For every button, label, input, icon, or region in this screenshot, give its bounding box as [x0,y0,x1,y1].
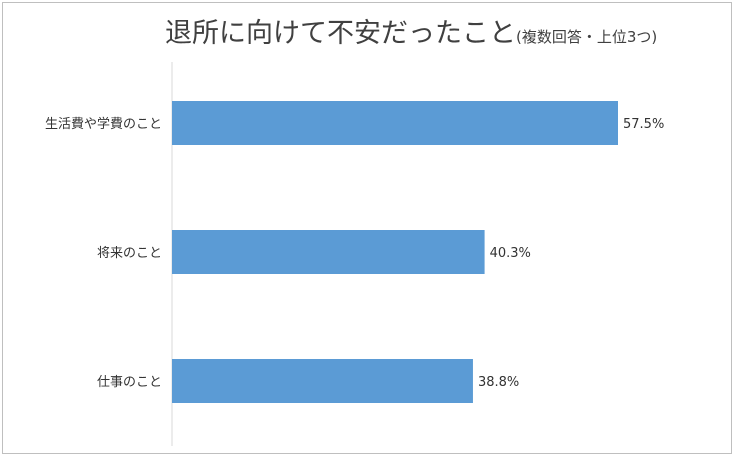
value-label-1: 57.5% [623,117,664,132]
bar-1 [172,101,618,145]
bar-3 [172,359,473,403]
value-label-3: 38.8% [478,375,519,390]
bars-group: 生活費や学費のこと 57.5% 将来のこと 40.3% 仕事のこと 38.8% [45,101,664,403]
category-label-3: 仕事のこと [97,375,162,390]
chart-title: 退所に向けて不安だったこと(複数回答・上位3つ) [165,20,657,47]
bar-2 [172,230,485,274]
chart-subtitle: (複数回答・上位3つ) [516,28,658,46]
chart-title-main: 退所に向けて不安だったこと [165,18,516,49]
value-label-2: 40.3% [490,246,531,261]
category-label-1: 生活費や学費のこと [45,116,162,132]
category-label-2: 将来のこと [97,246,162,261]
